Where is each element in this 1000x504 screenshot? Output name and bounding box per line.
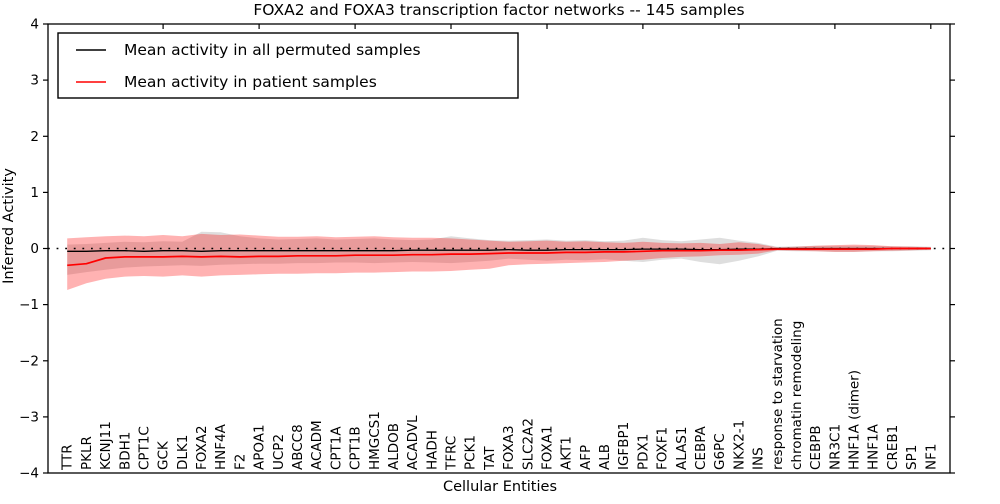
x-axis-label: Cellular Entities xyxy=(443,479,557,495)
legend-label-permuted: Mean activity in all permuted samples xyxy=(124,41,421,59)
x-tick-label: CPT1B xyxy=(348,426,364,470)
x-tick-label: TAT xyxy=(482,446,498,471)
x-tick-label: ABCC8 xyxy=(290,424,306,470)
x-tick-label: ALDOB xyxy=(386,423,402,470)
x-tick-label: PDX1 xyxy=(635,434,651,470)
x-tick-label: HNF4A xyxy=(213,423,229,470)
y-tick-label: 4 xyxy=(30,17,39,33)
series-line-1 xyxy=(67,247,931,267)
x-tick-label: INS xyxy=(751,447,767,470)
x-tick-label: UCP2 xyxy=(271,434,287,470)
x-tick-label: CREB1 xyxy=(885,425,901,470)
patient-std-band xyxy=(67,233,931,290)
x-tick-label: CEBPB xyxy=(808,425,824,470)
x-tick-label: SLC2A2 xyxy=(520,418,536,470)
y-tick-label: −4 xyxy=(19,466,39,482)
x-tick-label: PKLR xyxy=(79,436,95,470)
x-tick-label: APOA1 xyxy=(252,424,268,470)
legend: Mean activity in all permuted samples Me… xyxy=(57,32,519,99)
y-tick-label: 2 xyxy=(30,129,39,145)
y-tick-label: 0 xyxy=(30,241,39,257)
x-tick-label: F2 xyxy=(232,454,248,470)
x-tick-label: KCNJ11 xyxy=(98,421,114,470)
x-tick-label: CPT1C xyxy=(137,426,153,470)
y-tick-label: 1 xyxy=(30,185,39,201)
x-tick-label: CPT1A xyxy=(328,426,344,470)
x-tick-label: BDH1 xyxy=(117,432,133,470)
x-tick-label: AKT1 xyxy=(559,436,575,470)
x-tick-label: HNF1A xyxy=(866,423,882,470)
y-tick-label: −3 xyxy=(19,409,39,425)
x-tick-label: FOXF1 xyxy=(655,427,671,470)
y-tick-label: 3 xyxy=(30,73,39,89)
x-tick-label: ACADVL xyxy=(405,415,421,470)
x-tick-label: TFRC xyxy=(444,436,460,471)
x-tick-label: ALB xyxy=(597,444,613,470)
y-tick-label: −1 xyxy=(19,297,39,313)
x-tick-label: FOXA3 xyxy=(501,425,517,470)
x-tick-label: NKX2-1 xyxy=(731,420,747,470)
x-tick-label: FOXA1 xyxy=(540,425,556,470)
x-tick-label: SP1 xyxy=(904,445,920,470)
x-tick-label: HNF1A (dimer) xyxy=(847,370,863,470)
x-tick-label: response to starvation xyxy=(770,318,786,470)
plot-area: 4 3 2 1 0 −1 −2 −3 −4 TTR PKLR KCNJ11 BDH1 CPT1C GCK DL… xyxy=(19,17,955,482)
x-tick-label: chromatin remodeling xyxy=(789,321,805,470)
x-tick-label: IGFBP1 xyxy=(616,422,632,470)
chart-title: FOXA2 and FOXA3 transcription factor net… xyxy=(253,1,744,19)
x-tick-label: TTR xyxy=(60,444,76,471)
x-tick-label: G6PC xyxy=(712,433,728,470)
x-tick-label: HADH xyxy=(424,430,440,470)
x-tick-label: AFP xyxy=(578,445,594,470)
x-tick-label: NR3C1 xyxy=(827,424,843,470)
y-axis-label: Inferred Activity xyxy=(1,168,17,284)
x-tick-label: GCK xyxy=(156,440,172,470)
x-tick-label: HMGCS1 xyxy=(367,411,383,470)
y-tick-label: −2 xyxy=(19,353,39,369)
x-tick-label: ACADM xyxy=(309,420,325,470)
legend-label-patient: Mean activity in patient samples xyxy=(124,73,377,91)
x-tick-label: FOXA2 xyxy=(194,425,210,470)
legend-box xyxy=(57,32,519,99)
x-tick-label: PCK1 xyxy=(463,435,479,470)
x-tick-label: CEBPA xyxy=(693,426,709,470)
x-tick-label: NF1 xyxy=(923,444,939,470)
axes-frame xyxy=(47,23,951,474)
x-tick-label: DLK1 xyxy=(175,435,191,470)
x-tick-label: ALAS1 xyxy=(674,427,690,470)
